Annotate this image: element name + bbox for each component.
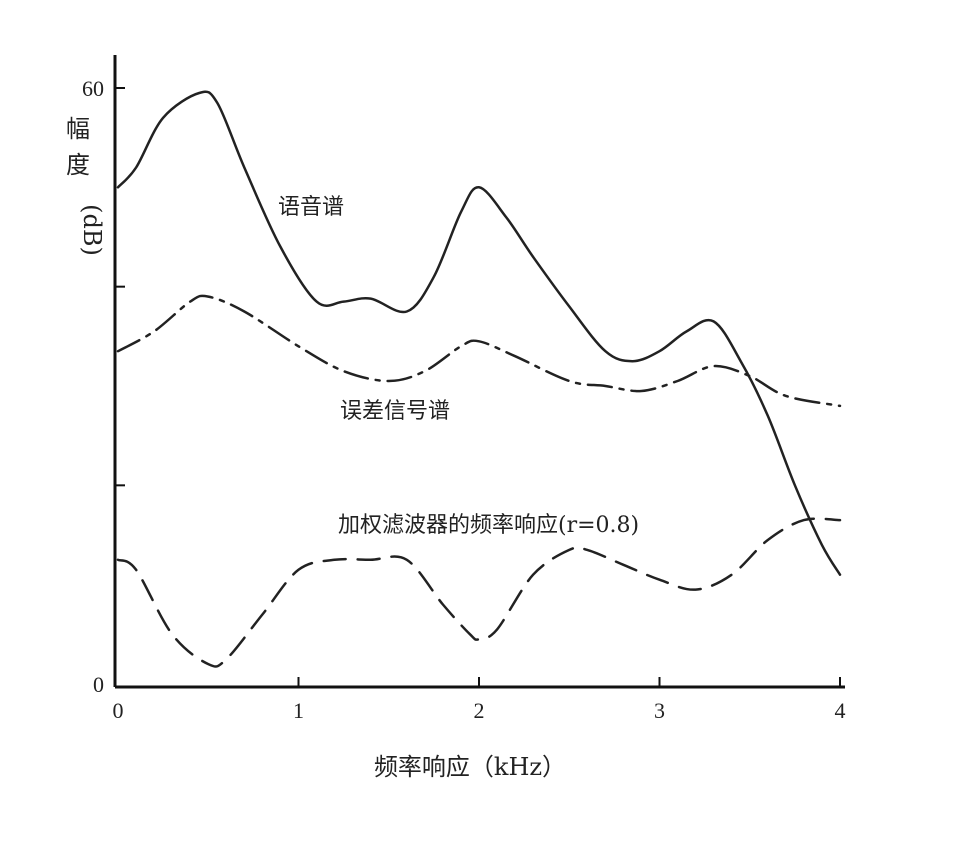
- weighting-filter-label: 加权滤波器的频率响应(r=0.8): [338, 513, 639, 538]
- x-tick-label: 1: [293, 698, 304, 723]
- x-tick-label: 3: [654, 698, 665, 723]
- error-signal-spectrum-label: 误差信号谱: [340, 399, 450, 424]
- y-axis-label-unit: (dB): [78, 204, 106, 256]
- x-tick-label: 4: [835, 698, 846, 723]
- x-tick-label: 0: [113, 698, 124, 723]
- y-axis-label-char-2: 度: [66, 151, 90, 179]
- y-tick-label: 60: [82, 76, 104, 101]
- axis-ticks: [115, 87, 841, 687]
- series-lines: [116, 90, 842, 668]
- speech-spectrum-label: 语音谱: [278, 195, 344, 220]
- speech-spectrum-line: [116, 90, 842, 576]
- x-tick-label: 2: [474, 698, 485, 723]
- x-axis-label: 频率响应（kHz）: [374, 753, 566, 781]
- y-tick-label: 0: [93, 672, 104, 697]
- error-signal-spectrum-line: [116, 294, 842, 408]
- weighting-filter-response-line: [116, 517, 842, 668]
- axis-tick-labels: 0 1 2 3 4 0 60: [82, 76, 846, 723]
- y-axis-label-char-1: 幅: [66, 115, 90, 143]
